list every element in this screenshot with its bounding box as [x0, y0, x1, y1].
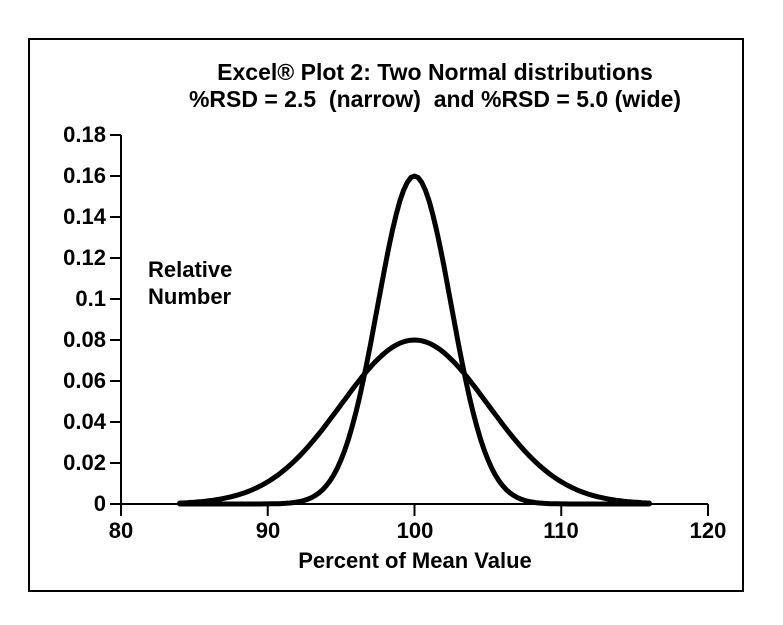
x-axis-title: Percent of Mean Value [298, 548, 532, 573]
chart-title-line2: %RSD = 2.5 (narrow) and %RSD = 5.0 (wide… [188, 86, 682, 112]
y-tick-label-008: 0.08 [63, 327, 106, 352]
y-tick-label-018: 0.18 [63, 122, 106, 147]
y-tick-label-016: 0.16 [63, 163, 106, 188]
y-tick-label-006: 0.06 [63, 368, 106, 393]
x-tick-label-120: 120 [689, 518, 727, 543]
curve-wide [177, 337, 652, 506]
y-tick-label-012: 0.12 [63, 245, 106, 270]
y-tick-label-004: 0.04 [63, 409, 106, 434]
x-tick-label-110: 110 [543, 518, 579, 543]
x-tick-label-100: 100 [396, 518, 434, 543]
y-axis-title: Relative Number [148, 257, 233, 309]
y-tick-label-002: 0.02 [63, 450, 106, 475]
chart-title-line1: Excel® Plot 2: Two Normal distributions [217, 59, 653, 85]
y-tick-label-0: 0 [93, 491, 106, 516]
curve-narrow [177, 173, 652, 507]
x-tick-label-90: 90 [255, 518, 281, 543]
y-tick-label-01: 0.1 [75, 286, 106, 311]
y-tick-label-014: 0.14 [63, 204, 106, 229]
x-tick-label-80: 80 [108, 518, 134, 543]
